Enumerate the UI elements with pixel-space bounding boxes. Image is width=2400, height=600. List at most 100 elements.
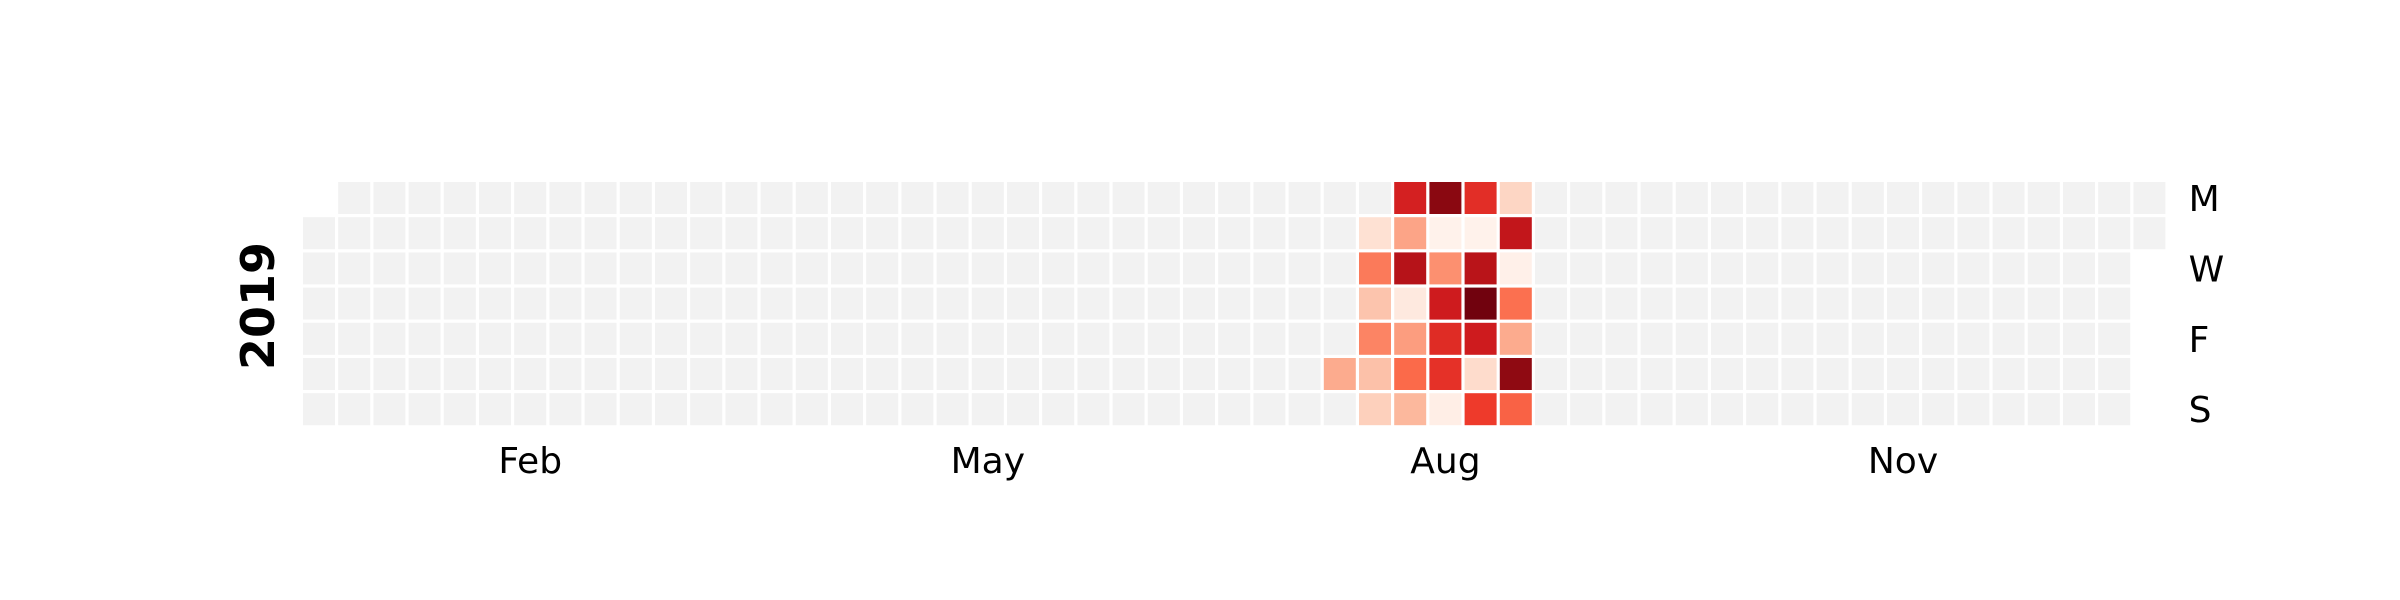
heatmap-cell-empty <box>1781 182 1814 214</box>
heatmap-cell-empty <box>1535 217 1567 250</box>
heatmap-cell-empty <box>619 252 652 285</box>
heatmap-cell-empty <box>1218 393 1251 426</box>
heatmap-cell-empty <box>1042 393 1075 426</box>
heatmap-cell-empty <box>514 393 547 426</box>
heatmap-cell-empty <box>1851 322 1884 355</box>
heatmap-cell-empty <box>1183 393 1215 426</box>
heatmap-cell-empty <box>619 393 652 426</box>
heatmap-cell-empty <box>1535 393 1567 426</box>
heatmap-cell-empty <box>1746 322 1779 355</box>
heatmap-cell-empty <box>1112 217 1145 250</box>
heatmap-cell-active <box>1499 358 1532 390</box>
heatmap-cell-empty <box>1042 252 1075 285</box>
heatmap-cell-empty <box>619 358 652 390</box>
heatmap-cell-empty <box>1816 217 1849 250</box>
heatmap-cell-empty <box>549 322 582 355</box>
heatmap-cell-empty <box>1535 252 1567 285</box>
heatmap-cell-empty <box>1887 252 1919 285</box>
heatmap-cell-empty <box>901 252 934 285</box>
heatmap-cell-empty <box>2027 287 2060 320</box>
heatmap-cell-empty <box>831 252 863 285</box>
heatmap-cell-active <box>1394 252 1427 285</box>
heatmap-cell-empty <box>1112 322 1145 355</box>
heatmap-cell-empty <box>1887 393 1919 426</box>
heatmap-cell-empty <box>690 217 723 250</box>
heatmap-cell-empty <box>373 252 406 285</box>
heatmap-cell-empty <box>479 287 511 320</box>
heatmap-cell-empty <box>655 252 687 285</box>
heatmap-cell-empty <box>1112 252 1145 285</box>
heatmap-cell-empty <box>479 252 511 285</box>
heatmap-cell-empty <box>303 287 335 320</box>
heatmap-cell-empty <box>549 182 582 214</box>
heatmap-cell-empty <box>1535 322 1567 355</box>
heatmap-cell-empty <box>1077 287 1110 320</box>
heatmap-cell-empty <box>936 287 969 320</box>
heatmap-cell-active <box>1429 252 1462 285</box>
heatmap-cell-empty <box>1323 287 1356 320</box>
heatmap-cell-empty <box>479 358 511 390</box>
heatmap-cell-empty <box>795 393 828 426</box>
heatmap-cell-empty <box>1887 182 1919 214</box>
heatmap-cell-empty <box>1781 217 1814 250</box>
heatmap-cell-empty <box>1992 322 2025 355</box>
heatmap-cell-empty <box>831 322 863 355</box>
heatmap-cell-empty <box>1746 182 1779 214</box>
heatmap-cell-empty <box>1605 252 1638 285</box>
heatmap-cell-empty <box>1675 322 1708 355</box>
heatmap-cell-empty <box>338 322 371 355</box>
heatmap-cell-empty <box>760 217 793 250</box>
heatmap-cell-empty <box>408 358 441 390</box>
heatmap-cell-empty <box>1147 217 1180 250</box>
heatmap-cells <box>303 182 2166 426</box>
heatmap-cell-empty <box>1570 322 1603 355</box>
heatmap-cell-empty <box>303 393 335 426</box>
heatmap-cell-empty <box>2098 358 2131 390</box>
heatmap-cell-empty <box>584 358 617 390</box>
heatmap-cell-empty <box>408 322 441 355</box>
heatmap-cell-empty <box>1077 393 1110 426</box>
heatmap-cell-empty <box>1711 393 1743 426</box>
heatmap-cell-empty <box>2098 393 2131 426</box>
heatmap-cell-empty <box>1922 393 1955 426</box>
heatmap-cell-empty <box>795 287 828 320</box>
heatmap-cell-empty <box>1183 358 1215 390</box>
month-labels: Feb May Aug Nov <box>498 441 1938 482</box>
heatmap-cell-empty <box>1922 182 1955 214</box>
heatmap-cell-empty <box>1007 182 1039 214</box>
heatmap-cell-empty <box>1323 182 1356 214</box>
heatmap-cell-empty <box>443 182 476 214</box>
heatmap-cell-empty <box>1992 358 2025 390</box>
heatmap-cell-active <box>1499 322 1532 355</box>
heatmap-cell-empty <box>1535 287 1567 320</box>
heatmap-cell-active <box>1429 322 1462 355</box>
heatmap-cell-empty <box>2027 252 2060 285</box>
heatmap-cell-empty <box>901 322 934 355</box>
heatmap-cell-empty <box>1922 217 1955 250</box>
heatmap-cell-empty <box>760 358 793 390</box>
heatmap-cell-empty <box>795 322 828 355</box>
month-label: May <box>951 441 1025 482</box>
month-label: Feb <box>498 441 562 482</box>
heatmap-cell-active <box>1429 217 1462 250</box>
heatmap-cell-empty <box>2027 217 2060 250</box>
heatmap-cell-empty <box>831 393 863 426</box>
heatmap-cell-empty <box>2027 182 2060 214</box>
heatmap-cell-active <box>1464 252 1497 285</box>
heatmap-cell-empty <box>936 217 969 250</box>
heatmap-cell-empty <box>1781 358 1814 390</box>
heatmap-cell-empty <box>1147 287 1180 320</box>
heatmap-cell-empty <box>1253 358 1286 390</box>
heatmap-cell-empty <box>1851 287 1884 320</box>
heatmap-cell-empty <box>725 217 758 250</box>
heatmap-cell-empty <box>1077 182 1110 214</box>
heatmap-cell-empty <box>1640 182 1673 214</box>
heatmap-cell-active <box>1499 287 1532 320</box>
heatmap-cell-empty <box>443 322 476 355</box>
heatmap-cell-active <box>1394 287 1427 320</box>
heatmap-cell-empty <box>1007 322 1039 355</box>
heatmap-cell-empty <box>1887 358 1919 390</box>
heatmap-cell-empty <box>338 393 371 426</box>
heatmap-cell-empty <box>655 287 687 320</box>
